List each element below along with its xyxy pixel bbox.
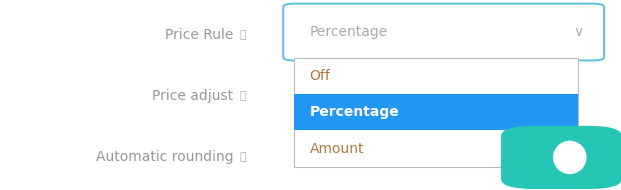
Text: ∨: ∨ <box>573 25 583 39</box>
Text: Price Rule: Price Rule <box>165 28 233 42</box>
Text: Amount: Amount <box>309 142 364 156</box>
Bar <box>294 94 578 131</box>
Text: ⓘ: ⓘ <box>239 91 246 101</box>
Text: Percentage: Percentage <box>309 25 388 39</box>
Text: ⓘ: ⓘ <box>239 152 246 162</box>
Bar <box>294 58 578 167</box>
Ellipse shape <box>553 141 587 174</box>
Text: Percentage: Percentage <box>309 105 399 119</box>
FancyBboxPatch shape <box>283 4 604 60</box>
Text: Off: Off <box>309 69 330 83</box>
FancyBboxPatch shape <box>501 126 621 189</box>
Text: Price adjust: Price adjust <box>152 89 233 103</box>
Text: Automatic rounding: Automatic rounding <box>96 150 233 164</box>
Text: ⓘ: ⓘ <box>239 30 246 40</box>
